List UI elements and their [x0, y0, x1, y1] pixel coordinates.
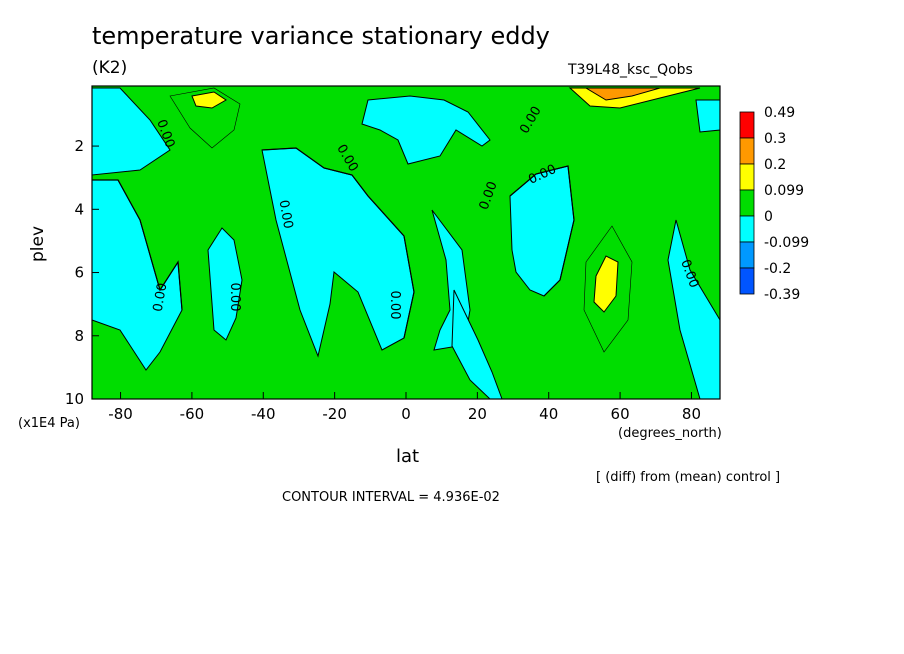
x-tick-label: -60: [180, 405, 205, 423]
y-tick-label: 2: [74, 137, 84, 155]
contour-pos-north: [583, 225, 633, 353]
negative-regions: [91, 87, 721, 400]
colorbar-label: 0: [764, 209, 773, 225]
contour-label: 0.00: [276, 199, 296, 230]
x-tick-label: 60: [611, 405, 630, 423]
colorbar-label: 0.49: [764, 105, 795, 121]
y-tick-label: 10: [65, 390, 84, 408]
x-tick-label: -40: [251, 405, 276, 423]
contour-interval: CONTOUR INTERVAL = 4.936E-02: [282, 490, 500, 505]
colorbar-label: 0.2: [764, 157, 786, 173]
pos-region-north-top-orange: [584, 87, 661, 101]
contour-label: 0.00: [151, 282, 171, 313]
colorbar-swatch: [739, 215, 755, 243]
y-tick-label: 4: [74, 200, 84, 218]
colorbar-swatch: [739, 163, 755, 191]
colorbar-swatch: [739, 137, 755, 165]
x-tick-label: -80: [108, 405, 133, 423]
chart-title: temperature variance stationary eddy: [92, 22, 550, 50]
x-axis-ticks: -80 -60 -40 -20 0 20 40 60 80: [108, 392, 701, 423]
neg-region-arctic-top: [695, 99, 721, 133]
contour-pos-south: [169, 87, 241, 149]
colorbar-label: 0.099: [764, 183, 804, 199]
x-axis-units: (degrees_north): [618, 426, 722, 441]
colorbar-label: -0.39: [764, 287, 800, 303]
colorbar-label: -0.2: [764, 261, 791, 277]
secondary-contours: [169, 87, 633, 353]
peak-regions: [568, 87, 701, 109]
y-axis-ticks: 2 4 6 8 10: [65, 137, 99, 408]
y-axis-units: (x1E4 Pa): [18, 416, 80, 431]
pos-region-southpole: [191, 91, 227, 109]
contour-zero-1: [92, 179, 183, 311]
colorbar-label: 0.3: [764, 131, 786, 147]
x-axis-label: lat: [396, 446, 420, 467]
y-tick-label: 6: [74, 264, 84, 282]
chart-units: (K2): [92, 58, 128, 78]
x-tick-label: 20: [468, 405, 487, 423]
x-tick-label: 0: [401, 405, 411, 423]
colorbar-swatch: [739, 241, 755, 269]
colorbar-swatch: [739, 267, 755, 295]
x-tick-label: 80: [682, 405, 701, 423]
contour-label: 0.00: [387, 291, 402, 320]
y-tick-label: 8: [74, 327, 84, 345]
diff-note: [ (diff) from (mean) control ]: [596, 470, 781, 485]
contour-zero-3: [509, 165, 575, 297]
x-tick-label: 40: [539, 405, 558, 423]
colorbar-swatch: [739, 111, 755, 139]
colorbar: 0.49 0.3 0.2 0.099 0 -0.099 -0.2 -0.39: [739, 105, 809, 303]
positive-regions: [191, 91, 619, 313]
zero-contours: [92, 147, 575, 339]
x-tick-label: -20: [322, 405, 347, 423]
pos-region-midlat-north: [593, 255, 619, 313]
colorbar-swatch: [739, 189, 755, 217]
contour-zero-2: [261, 147, 415, 339]
neg-region-upper-tropics: [361, 95, 491, 165]
colorbar-label: -0.099: [764, 235, 809, 251]
neg-region-sub-south: [207, 227, 243, 341]
contour-label: 0.00: [227, 283, 242, 312]
run-label: T39L48_ksc_Qobs: [568, 62, 693, 78]
